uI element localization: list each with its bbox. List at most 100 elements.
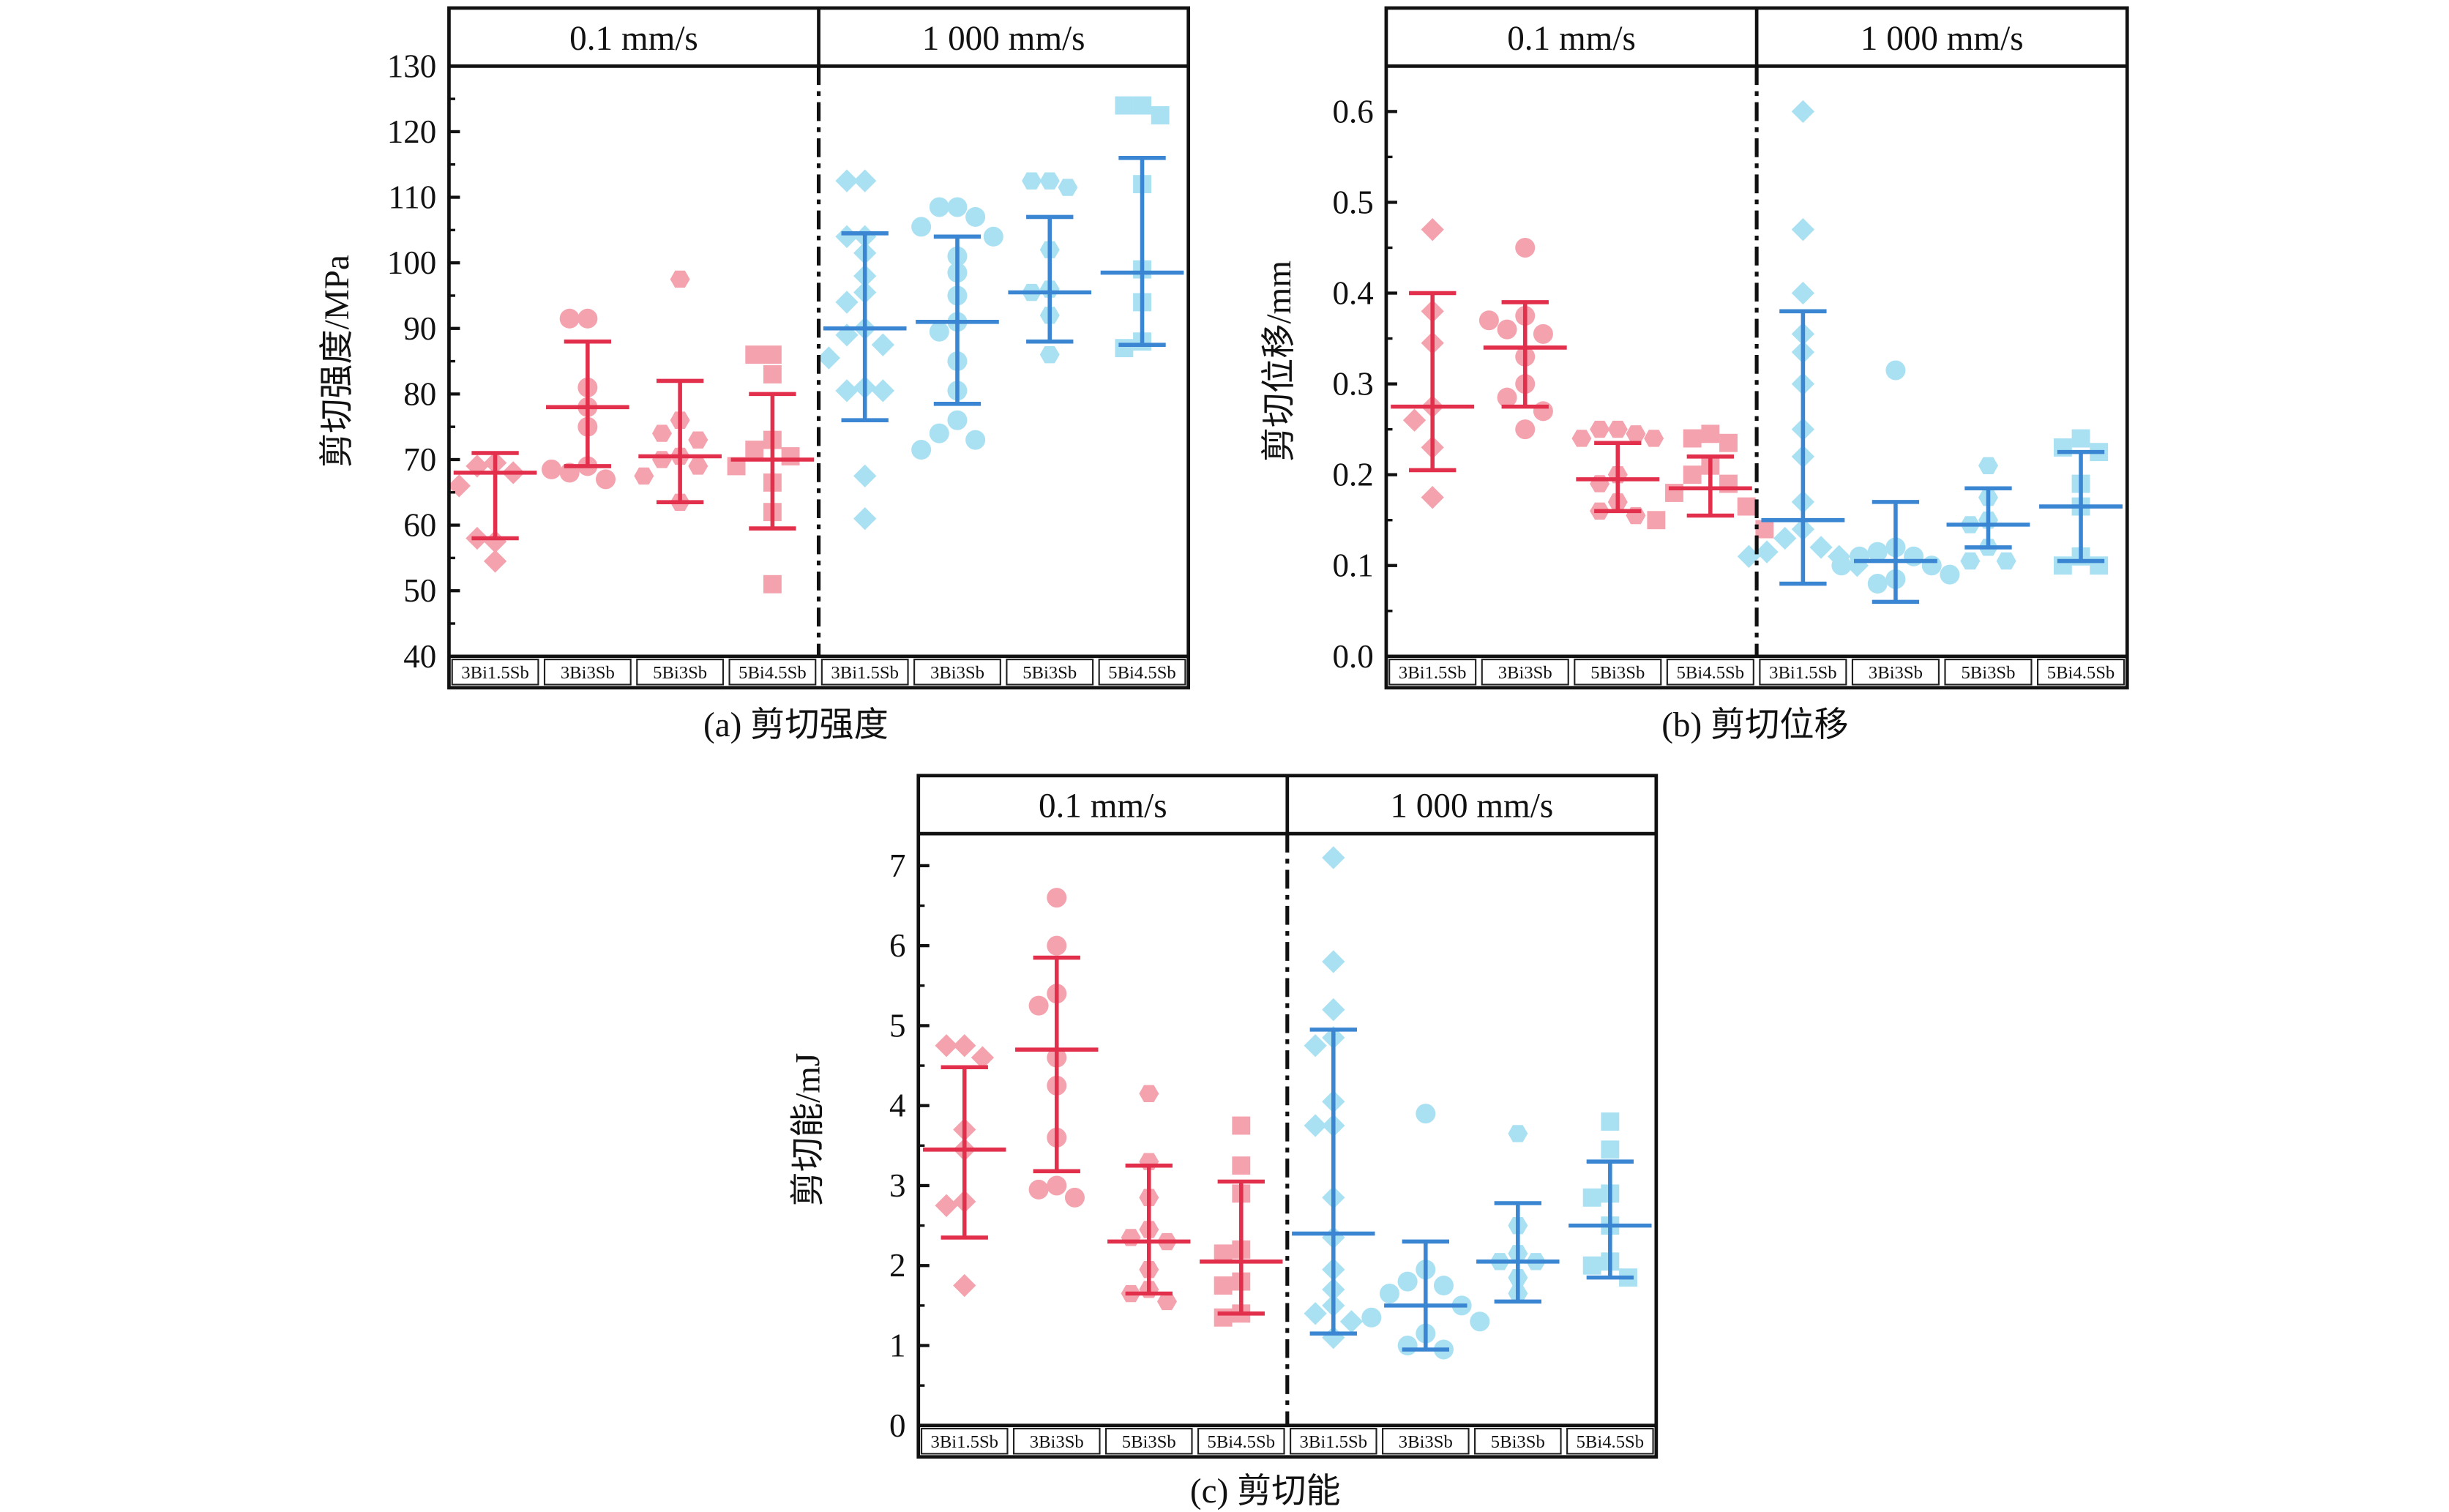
group-5Bi4.5Sb-0.1: [727, 345, 815, 594]
data-point-square: [1151, 106, 1170, 124]
category-label: 3Bi3Sb: [1498, 663, 1552, 683]
category-label-box: [728, 659, 817, 686]
data-point-circle: [1047, 888, 1067, 908]
category-label: 3Bi3Sb: [1030, 1432, 1084, 1452]
data-point-square: [1647, 511, 1666, 530]
y-tick-label: 100: [387, 244, 437, 281]
group-3Bi3Sb-0.1: [1015, 888, 1099, 1208]
data-point-square: [1719, 433, 1738, 452]
y-tick-label: 120: [387, 113, 437, 150]
data-point-circle: [911, 440, 932, 460]
category-label: 5Bi4.5Sb: [2047, 663, 2115, 683]
data-point-diamond: [871, 379, 895, 403]
y-tick-label: 5: [889, 1007, 906, 1044]
y-axis-label: 剪切能/mJ: [790, 1053, 828, 1207]
category-label: 5Bi3Sb: [1491, 1432, 1545, 1452]
data-point-hexagon: [1590, 420, 1610, 438]
data-point-circle: [1497, 319, 1517, 340]
data-point-circle: [1515, 237, 1536, 258]
panel-header-0: 0.1 mm/s: [1507, 20, 1636, 58]
data-point-diamond: [1791, 218, 1815, 242]
y-tick-label: 70: [403, 441, 436, 478]
group-5Bi4.5Sb-1000: [1569, 1112, 1652, 1287]
category-label: 3Bi1.5Sb: [461, 663, 529, 683]
category-label-box: [543, 659, 632, 686]
data-point-diamond: [871, 333, 895, 356]
category-label-box: [1944, 659, 2033, 686]
data-point-circle: [1470, 1311, 1490, 1332]
data-point-circle: [577, 308, 598, 329]
data-point-circle: [965, 430, 986, 450]
y-tick-label: 0.0: [1332, 638, 1373, 675]
data-point-hexagon: [1644, 430, 1664, 447]
data-point-diamond: [483, 530, 507, 553]
category-label-box: [1104, 1428, 1193, 1455]
data-point-circle: [1533, 401, 1553, 422]
group-3Bi1.5Sb-1000: [1292, 846, 1375, 1350]
category-label-box: [451, 659, 539, 686]
group-5Bi4.5Sb-1000: [1100, 96, 1184, 358]
panel-header-1: 1 000 mm/s: [922, 20, 1085, 58]
data-point-hexagon: [1996, 552, 2016, 570]
data-point-circle: [947, 410, 968, 430]
data-point-diamond: [1737, 544, 1761, 568]
data-point-square: [781, 447, 800, 465]
chart-caption: (c) 剪切能: [1190, 1472, 1341, 1511]
data-point-circle: [1831, 555, 1852, 576]
data-point-circle: [929, 197, 949, 217]
group-5Bi4.5Sb-1000: [2039, 429, 2123, 575]
data-point-circle: [1867, 542, 1888, 562]
data-point-diamond: [1791, 281, 1815, 305]
data-point-circle: [929, 423, 949, 444]
group-3Bi3Sb-1000: [1361, 1104, 1490, 1360]
y-tick-label: 2: [889, 1247, 906, 1284]
data-point-circle: [1904, 546, 1924, 566]
group-5Bi3Sb-1000: [1946, 457, 2030, 570]
category-label-box: [1012, 1428, 1101, 1455]
data-point-diamond: [953, 1273, 976, 1298]
group-3Bi1.5Sb-0.1: [447, 451, 537, 573]
category-label: 5Bi3Sb: [1590, 663, 1645, 683]
y-tick-label: 6: [889, 927, 906, 964]
data-point-square: [763, 365, 782, 383]
category-label-box: [913, 659, 1001, 686]
data-point-circle: [1397, 1271, 1418, 1292]
data-point-hexagon: [1156, 1292, 1178, 1311]
data-point-hexagon: [651, 451, 673, 468]
data-point-square: [1755, 520, 1774, 539]
data-point-diamond: [935, 1034, 958, 1058]
category-label: 5Bi4.5Sb: [1577, 1432, 1645, 1452]
data-point-diamond: [817, 346, 841, 370]
data-point-circle: [559, 308, 580, 329]
data-point-square: [1683, 429, 1702, 448]
y-tick-label: 0: [889, 1407, 906, 1444]
data-point-circle: [965, 206, 986, 227]
data-point-hexagon: [1978, 457, 1998, 474]
category-label-box: [1388, 659, 1477, 686]
y-axis-label: 剪切位移/mm: [1260, 261, 1298, 462]
data-point-circle: [542, 459, 562, 479]
group-5Bi4.5Sb-0.1: [1647, 424, 1774, 539]
category-label-box: [820, 659, 909, 686]
chart-caption: (a) 剪切强度: [703, 706, 889, 744]
category-label: 5Bi4.5Sb: [1208, 1432, 1275, 1452]
data-point-circle: [1433, 1276, 1454, 1296]
category-label: 3Bi1.5Sb: [931, 1432, 999, 1452]
data-point-diamond: [1304, 1114, 1327, 1137]
y-tick-label: 40: [403, 638, 436, 675]
data-point-diamond: [853, 464, 877, 488]
data-point-diamond: [1322, 950, 1345, 973]
group-3Bi3Sb-1000: [911, 197, 1003, 460]
data-point-hexagon: [688, 431, 708, 449]
data-point-hexagon: [670, 270, 690, 288]
category-label: 3Bi3Sb: [1869, 663, 1923, 683]
category-label: 3Bi1.5Sb: [1300, 1432, 1367, 1452]
data-point-circle: [1850, 546, 1870, 566]
data-point-circle: [1533, 323, 1553, 344]
data-point-diamond: [1402, 408, 1427, 432]
y-tick-label: 7: [889, 847, 906, 884]
data-point-diamond: [1322, 998, 1345, 1022]
category-label-box: [636, 659, 725, 686]
data-point-circle: [1047, 1175, 1067, 1196]
y-tick-label: 0.2: [1332, 457, 1373, 493]
